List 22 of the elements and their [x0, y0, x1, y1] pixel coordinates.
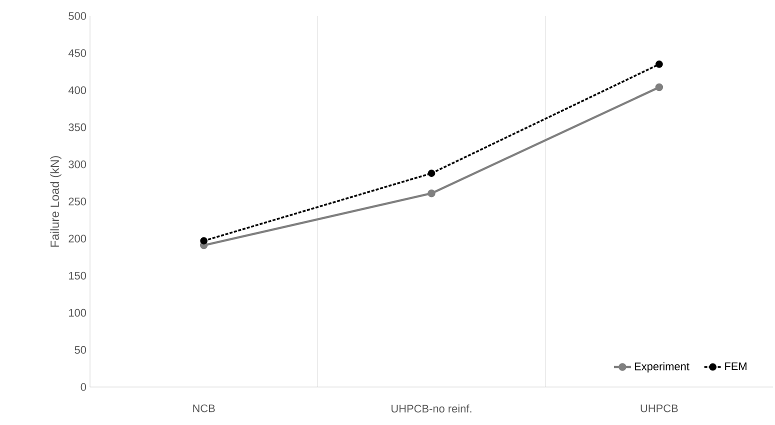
y-tick-label: 300 — [68, 160, 86, 168]
y-tick-label: 450 — [68, 49, 86, 57]
y-tick-label: 200 — [68, 234, 86, 242]
y-tick-label: 500 — [68, 12, 86, 20]
point — [200, 237, 208, 245]
point — [428, 189, 436, 198]
x-tick-label: UHPCB-no reinf. — [392, 404, 472, 413]
point — [428, 170, 436, 177]
y-axis-title: Failure Load (kN) — [50, 156, 62, 247]
point — [655, 83, 664, 92]
y-tick-label: 250 — [68, 198, 86, 206]
legend-label: FEM — [725, 362, 746, 370]
y-tick-label: 400 — [68, 86, 86, 94]
y-tick-label: 350 — [68, 123, 86, 132]
legend-label: Experiment — [634, 362, 690, 372]
point — [655, 60, 663, 68]
x-tick-label: UHPCB — [640, 404, 678, 412]
y-tick-label: 0 — [80, 383, 86, 391]
y-tick-label: 100 — [69, 308, 86, 317]
y-tick-label: 150 — [69, 272, 86, 280]
x-tick-label: NCB — [193, 404, 215, 412]
y-tick-label: 50 — [74, 346, 86, 354]
